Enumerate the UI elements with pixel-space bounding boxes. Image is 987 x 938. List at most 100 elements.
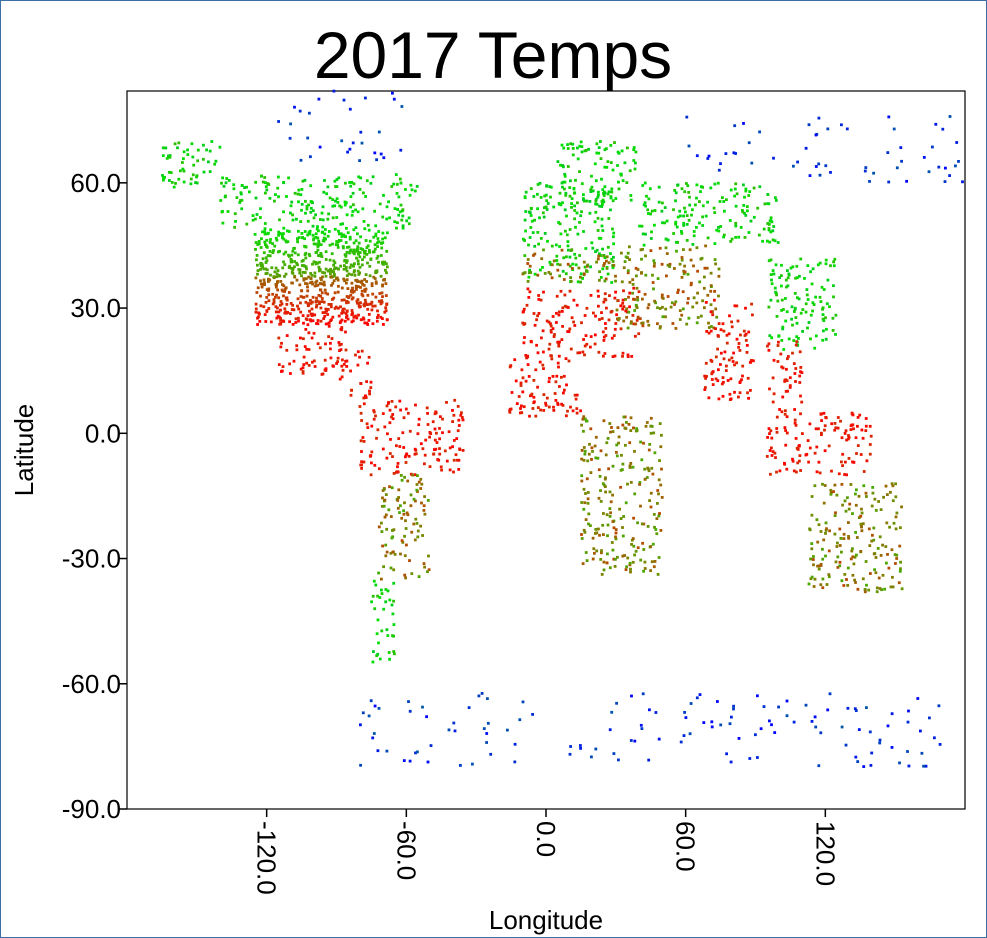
data-point [380, 629, 384, 633]
data-point [791, 265, 795, 269]
data-point [614, 322, 618, 325]
data-point [401, 214, 405, 218]
data-point [322, 190, 326, 194]
data-point [401, 208, 405, 212]
data-point [839, 537, 843, 540]
data-point [851, 423, 855, 427]
data-point [820, 431, 823, 435]
data-point [641, 248, 644, 251]
data-point [213, 162, 217, 166]
data-point [282, 252, 286, 256]
data-point [833, 514, 837, 517]
data-point [709, 271, 713, 275]
data-point [599, 276, 603, 279]
data-point [771, 376, 775, 380]
data-point [622, 515, 625, 518]
data-point [337, 284, 340, 288]
data-point [796, 344, 800, 347]
data-point [258, 320, 262, 323]
data-point [630, 320, 633, 324]
data-point [934, 122, 938, 126]
data-point [372, 410, 376, 414]
data-point [385, 404, 389, 408]
data-point [842, 537, 846, 540]
data-point [604, 334, 608, 337]
data-point [351, 264, 355, 268]
data-point [286, 240, 290, 244]
data-point [606, 523, 610, 527]
data-point [532, 195, 536, 198]
data-point [403, 501, 406, 505]
data-point [819, 412, 823, 416]
data-point [647, 323, 651, 327]
data-point [881, 543, 884, 547]
data-point [332, 279, 336, 283]
data-point [730, 356, 734, 360]
data-point [574, 263, 578, 267]
data-point [328, 269, 332, 272]
data-point [680, 232, 684, 235]
data-point [611, 168, 615, 172]
data-point [632, 322, 636, 326]
data-point [778, 276, 782, 279]
y-tick-label: -60.0 [62, 669, 121, 699]
data-point [376, 313, 380, 317]
data-point [801, 308, 805, 311]
data-point [784, 443, 788, 447]
data-point [597, 468, 601, 472]
data-point [272, 249, 275, 252]
data-point [574, 397, 578, 401]
data-point [658, 326, 662, 330]
data-point [752, 359, 755, 363]
data-point [342, 267, 346, 271]
data-point [646, 208, 650, 212]
data-point [285, 334, 289, 337]
data-point [822, 329, 825, 333]
data-point [871, 486, 875, 489]
data-point [258, 312, 261, 316]
data-point [363, 278, 367, 281]
data-point [674, 220, 678, 224]
data-point [614, 279, 617, 283]
data-point [240, 207, 244, 211]
data-point [397, 195, 401, 199]
data-point [621, 354, 624, 358]
data-point [861, 577, 865, 581]
data-point [356, 250, 360, 254]
data-point [563, 304, 567, 308]
data-point [348, 266, 352, 269]
data-point [356, 259, 360, 263]
data-point [371, 304, 375, 308]
data-point [410, 530, 414, 534]
data-point [360, 141, 364, 145]
data-point [625, 421, 628, 424]
data-point [704, 301, 708, 304]
data-point [784, 429, 787, 432]
data-point [296, 263, 299, 267]
data-point [609, 208, 612, 212]
data-point [173, 142, 177, 146]
data-point [526, 262, 530, 265]
data-point [685, 322, 689, 326]
data-point [305, 294, 309, 298]
data-point [221, 210, 224, 213]
data-point [366, 223, 370, 227]
data-point [579, 409, 582, 413]
data-point [821, 338, 825, 342]
data-point [595, 260, 598, 264]
data-point [392, 182, 396, 186]
data-point [273, 244, 277, 248]
data-point [656, 306, 659, 310]
data-point [706, 236, 710, 240]
data-point [325, 309, 328, 313]
data-point [683, 711, 686, 714]
data-point [874, 556, 878, 559]
data-point [329, 356, 333, 360]
data-point [321, 225, 325, 229]
data-point [523, 336, 526, 339]
data-point [285, 348, 289, 352]
data-point [590, 446, 594, 450]
data-point [800, 400, 804, 404]
data-point [811, 267, 815, 271]
data-point [661, 305, 664, 309]
